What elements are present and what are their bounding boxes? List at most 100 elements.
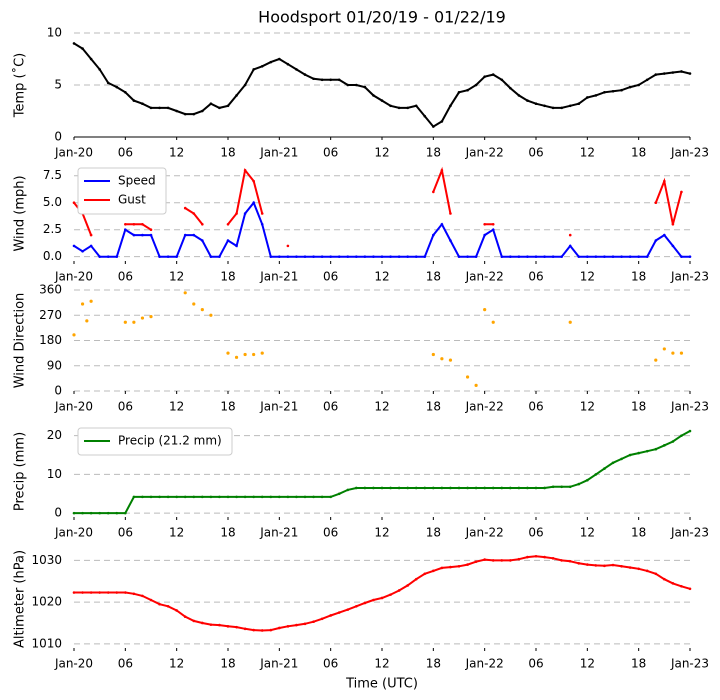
point: [226, 239, 230, 242]
point: [269, 628, 273, 632]
point: [226, 625, 230, 628]
point: [466, 88, 469, 92]
point: [611, 461, 615, 465]
x-tick-label: 06: [323, 526, 338, 540]
point: [209, 313, 213, 317]
point: [141, 102, 144, 106]
point: [611, 89, 615, 93]
point: [586, 96, 589, 99]
point: [372, 486, 375, 490]
point: [372, 598, 375, 602]
point: [517, 255, 521, 258]
point: [192, 619, 196, 623]
x-tick-label: 12: [169, 146, 184, 160]
point: [320, 255, 324, 258]
x-tick-label: 12: [580, 526, 595, 540]
point: [414, 577, 418, 581]
point: [603, 90, 606, 94]
point: [628, 453, 632, 457]
point: [123, 320, 127, 324]
point: [551, 485, 555, 489]
x-tick-label: 12: [580, 400, 595, 414]
point: [526, 255, 529, 258]
x-tick-label: Jan-20: [54, 270, 93, 284]
point: [534, 255, 538, 258]
x-tick-label: 06: [323, 270, 338, 284]
x-tick-label: 18: [426, 270, 441, 284]
point: [312, 495, 315, 499]
point: [226, 495, 230, 499]
x-tick-label: Jan-20: [54, 400, 93, 414]
point: [594, 255, 598, 258]
point: [483, 75, 486, 78]
point: [663, 179, 666, 183]
point: [654, 447, 658, 451]
x-tick-label: 12: [169, 657, 184, 671]
point: [115, 85, 119, 89]
point: [491, 559, 495, 562]
point: [680, 70, 683, 73]
point: [72, 333, 76, 337]
point: [124, 228, 127, 231]
point: [560, 485, 563, 489]
point: [140, 316, 145, 320]
legend-label: Precip (21.2 mm): [118, 434, 222, 448]
x-tick-label: Jan-23: [670, 400, 709, 414]
point: [363, 601, 367, 605]
point: [243, 83, 247, 87]
point: [466, 563, 469, 566]
point: [560, 255, 563, 258]
point: [680, 255, 683, 258]
point: [141, 495, 144, 499]
point: [286, 495, 290, 499]
point: [166, 106, 170, 110]
point: [175, 255, 178, 258]
point: [260, 495, 264, 499]
point: [243, 495, 247, 499]
point: [201, 495, 204, 499]
point: [149, 495, 153, 499]
point: [449, 104, 452, 108]
point: [243, 169, 247, 172]
point: [586, 478, 589, 482]
x-tick-label: Jan-21: [259, 526, 298, 540]
point: [106, 81, 110, 85]
point: [226, 222, 230, 226]
x-tick-label: 06: [323, 657, 338, 671]
point: [423, 255, 427, 258]
point: [269, 255, 273, 258]
point: [406, 255, 409, 258]
x-tick-label: 06: [323, 400, 338, 414]
point: [98, 68, 101, 71]
y-tick-label: 2.5: [43, 222, 62, 236]
point: [132, 222, 136, 226]
point: [286, 625, 290, 628]
series-line: [74, 555, 691, 632]
point: [500, 559, 504, 562]
point: [543, 555, 546, 559]
point: [457, 255, 461, 258]
point: [389, 593, 392, 596]
point: [278, 255, 281, 258]
point: [389, 255, 392, 258]
point: [106, 511, 110, 515]
point: [89, 233, 93, 237]
x-tick-label: 18: [631, 270, 646, 284]
point: [141, 594, 144, 598]
point: [577, 482, 581, 486]
point: [526, 555, 529, 559]
point: [414, 255, 418, 258]
point: [303, 622, 307, 626]
point: [286, 255, 290, 258]
point: [278, 495, 281, 499]
y-axis-label: Temp (˚C): [12, 53, 28, 119]
point: [406, 486, 409, 490]
x-tick-label: 06: [528, 657, 543, 671]
point: [72, 244, 76, 248]
point: [124, 511, 127, 515]
point: [192, 112, 196, 116]
point: [688, 587, 692, 591]
point: [89, 57, 93, 61]
point: [312, 255, 315, 258]
x-tick-label: 12: [374, 270, 389, 284]
